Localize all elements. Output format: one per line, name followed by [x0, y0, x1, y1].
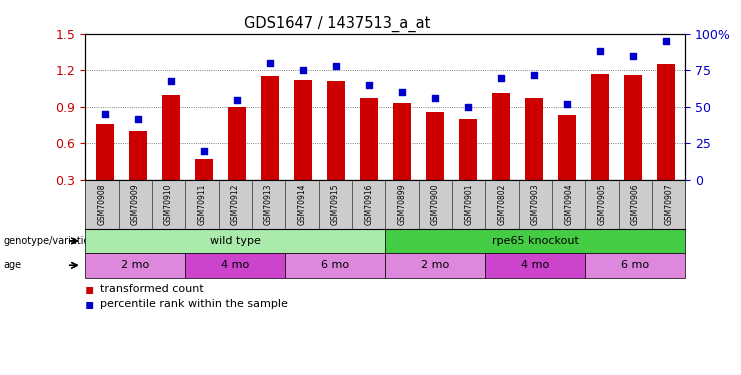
Text: GSM70913: GSM70913 [264, 184, 273, 225]
Bar [525, 98, 543, 180]
Point [396, 89, 408, 95]
Text: GSM70916: GSM70916 [364, 184, 373, 225]
Bar [162, 95, 180, 180]
Point [231, 97, 243, 103]
Text: ▪: ▪ [85, 282, 95, 296]
Text: GSM70903: GSM70903 [531, 184, 540, 225]
Text: GSM70915: GSM70915 [330, 184, 340, 225]
Text: 2 mo: 2 mo [421, 260, 450, 270]
Point [561, 101, 573, 107]
Point [132, 116, 144, 122]
Bar [195, 159, 213, 180]
Bar [96, 124, 114, 180]
Bar [327, 81, 345, 180]
Text: 4 mo: 4 mo [221, 260, 250, 270]
Point [528, 72, 539, 78]
Bar [261, 76, 279, 180]
Text: 4 mo: 4 mo [521, 260, 550, 270]
Point [99, 111, 111, 117]
Text: wild type: wild type [210, 236, 261, 246]
Bar [227, 107, 246, 180]
Text: GSM70911: GSM70911 [197, 184, 207, 225]
Bar [657, 64, 675, 180]
Text: GSM70905: GSM70905 [597, 184, 607, 225]
Point [594, 48, 605, 54]
Text: rpe65 knockout: rpe65 knockout [492, 236, 579, 246]
Point [264, 60, 276, 66]
Text: ▪: ▪ [85, 297, 95, 311]
Text: age: age [4, 260, 21, 270]
Point [495, 75, 507, 81]
Bar [459, 119, 477, 180]
Text: 6 mo: 6 mo [322, 260, 349, 270]
Title: GDS1647 / 1437513_a_at: GDS1647 / 1437513_a_at [244, 16, 431, 32]
Bar [591, 74, 609, 180]
Text: 2 mo: 2 mo [121, 260, 150, 270]
Text: GSM70900: GSM70900 [431, 184, 440, 225]
Text: percentile rank within the sample: percentile rank within the sample [100, 299, 288, 309]
Point [297, 68, 309, 74]
Text: GSM70910: GSM70910 [164, 184, 173, 225]
Point [659, 38, 671, 44]
Text: GSM70906: GSM70906 [631, 184, 640, 225]
Text: GSM70914: GSM70914 [297, 184, 307, 225]
Point [429, 95, 441, 101]
Bar [426, 112, 444, 180]
Text: transformed count: transformed count [100, 284, 204, 294]
Text: GSM70802: GSM70802 [497, 184, 507, 225]
Text: GSM70901: GSM70901 [464, 184, 473, 225]
Bar [624, 75, 642, 180]
Text: GSM70912: GSM70912 [230, 184, 240, 225]
Bar [129, 131, 147, 180]
Text: GSM70899: GSM70899 [397, 184, 407, 225]
Bar [558, 116, 576, 180]
Text: GSM70907: GSM70907 [664, 184, 674, 225]
Text: GSM70908: GSM70908 [97, 184, 107, 225]
Point [198, 148, 210, 154]
Point [363, 82, 375, 88]
Bar [492, 93, 510, 180]
Text: 6 mo: 6 mo [622, 260, 649, 270]
Point [462, 104, 473, 110]
Bar [360, 98, 378, 180]
Text: GSM70904: GSM70904 [564, 184, 574, 225]
Point [165, 78, 177, 84]
Text: genotype/variation: genotype/variation [4, 236, 96, 246]
Point [627, 53, 639, 59]
Bar [293, 80, 312, 180]
Point [330, 63, 342, 69]
Text: GSM70909: GSM70909 [130, 184, 140, 225]
Bar [393, 103, 411, 180]
